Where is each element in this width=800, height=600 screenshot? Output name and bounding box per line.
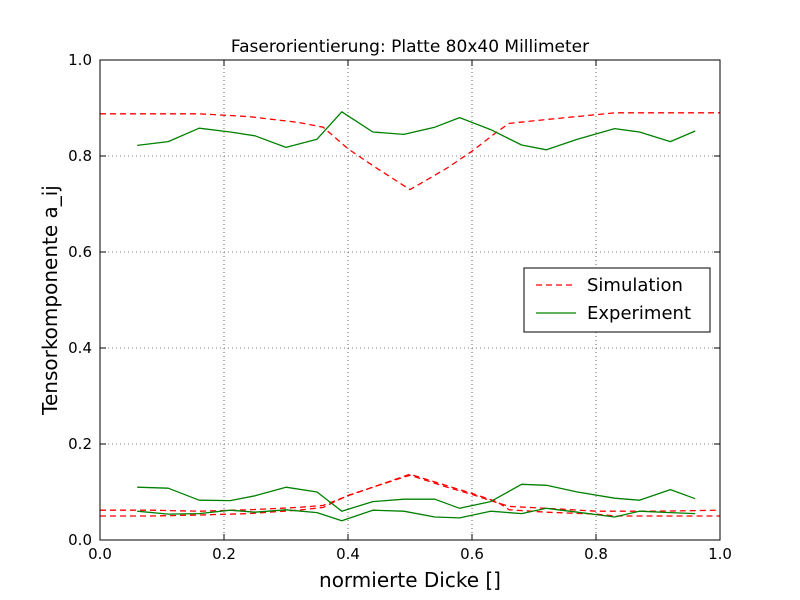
series-line-simulation-0	[100, 112, 720, 191]
series-line-experiment-3	[137, 111, 696, 151]
x-tick-label: 0.6	[460, 545, 484, 563]
legend-label-simulation: Simulation	[587, 275, 683, 296]
chart-title: Faserorientierung: Platte 80x40 Millimet…	[231, 37, 589, 57]
legend-label-experiment: Experiment	[587, 303, 691, 324]
legend-box	[523, 267, 711, 333]
x-tick-label: 0.2	[212, 545, 236, 563]
y-tick-label: 0.2	[68, 435, 92, 453]
legend: Simulation Experiment	[523, 267, 711, 333]
y-tick-label: 0.8	[68, 147, 92, 165]
y-axis-label: Tensorkomponente a_ij	[38, 185, 62, 416]
x-tick-label: 1.0	[708, 545, 732, 563]
y-tick-label: 0.4	[68, 339, 92, 357]
plot-frame	[99, 59, 721, 541]
y-tick-label: 0.0	[68, 531, 92, 549]
series-line-experiment-4	[137, 483, 696, 512]
x-tick-label: 0.4	[336, 545, 360, 563]
x-tick-label: 0.8	[584, 545, 608, 563]
y-tick-label: 0.6	[68, 243, 92, 261]
series-line-simulation-1	[100, 474, 720, 512]
axis-ticks: 0.0 0.2 0.4 0.6 0.8 1.0 0.0 0.2 0.4 0.6 0.8 1.0	[68, 51, 732, 563]
x-axis-label: normierte Dicke []	[319, 568, 501, 592]
series-line-experiment-5	[137, 507, 696, 522]
series-layer	[100, 111, 720, 522]
series-line-simulation-2	[100, 473, 720, 517]
x-tick-label: 0.0	[88, 545, 112, 563]
y-tick-label: 1.0	[68, 51, 92, 69]
grid	[100, 60, 720, 540]
